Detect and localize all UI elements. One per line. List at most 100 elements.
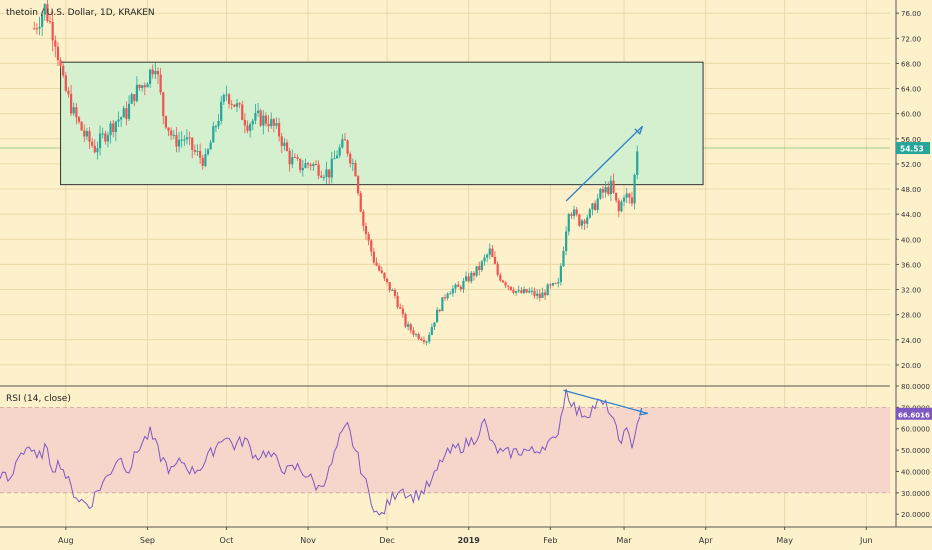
candle-body bbox=[570, 214, 573, 216]
candle-body bbox=[628, 193, 631, 198]
candle-body bbox=[346, 140, 349, 154]
candle-body bbox=[388, 282, 391, 291]
candle-body bbox=[51, 21, 54, 41]
candle-body bbox=[459, 286, 462, 290]
rsi-tick-label: 40.0000 bbox=[901, 468, 930, 476]
candle-body bbox=[278, 122, 281, 137]
candle-body bbox=[433, 322, 436, 328]
candle-body bbox=[206, 149, 210, 155]
candles[interactable] bbox=[33, 0, 639, 346]
candle-body bbox=[335, 155, 339, 159]
trendline-arrowhead bbox=[634, 126, 644, 135]
candle-body bbox=[575, 209, 578, 215]
candle-body bbox=[254, 112, 257, 121]
last-price-badge bbox=[896, 142, 930, 155]
candle-body bbox=[133, 94, 136, 102]
candle-body bbox=[567, 214, 570, 232]
candle-body bbox=[467, 276, 470, 282]
candle-body bbox=[93, 145, 96, 153]
candle-body bbox=[230, 103, 233, 105]
candle-body bbox=[604, 187, 607, 193]
date-tick-label: Oct bbox=[220, 536, 234, 545]
candle-body bbox=[243, 119, 246, 126]
candle-body bbox=[104, 133, 107, 142]
candle-body bbox=[396, 295, 399, 308]
candle-body bbox=[67, 90, 70, 95]
candle-body bbox=[354, 162, 357, 177]
candle-body bbox=[122, 108, 125, 118]
candle-body bbox=[367, 234, 370, 241]
candle-body bbox=[454, 284, 457, 289]
candle-body bbox=[462, 280, 465, 290]
candle-body bbox=[62, 65, 65, 76]
candle-body bbox=[399, 307, 402, 309]
candle-body bbox=[472, 272, 476, 276]
rsi-tick-label: 50.0000 bbox=[901, 447, 930, 455]
price-trendline bbox=[565, 125, 644, 202]
candle-body bbox=[636, 151, 639, 175]
candle-body bbox=[351, 162, 354, 164]
candle-body bbox=[135, 84, 139, 102]
candle-body bbox=[48, 21, 52, 23]
candle-body bbox=[177, 139, 181, 147]
candle-body bbox=[109, 123, 112, 136]
candle-body bbox=[246, 125, 249, 131]
candle-body bbox=[520, 290, 523, 293]
candle-body bbox=[154, 71, 157, 75]
candle-body bbox=[430, 327, 433, 335]
candle-body bbox=[172, 134, 175, 136]
date-tick-label: Dec bbox=[379, 536, 394, 545]
price-tick-label: 76.00 bbox=[901, 10, 921, 18]
candle-body bbox=[217, 121, 220, 127]
candle-body bbox=[41, 14, 44, 27]
date-tick-label: Sep bbox=[140, 536, 155, 545]
candle-body bbox=[383, 272, 386, 279]
candle-body bbox=[557, 281, 560, 284]
candle-body bbox=[412, 330, 415, 335]
date-tick-label: Apr bbox=[699, 536, 714, 545]
candle-body bbox=[593, 203, 597, 210]
candle-body bbox=[407, 324, 410, 327]
candle-body bbox=[562, 250, 565, 267]
candle-body bbox=[249, 124, 252, 131]
candle-body bbox=[330, 158, 333, 178]
candle-body bbox=[220, 101, 223, 122]
candle-body bbox=[235, 103, 239, 107]
candle-body bbox=[106, 135, 110, 142]
candle-body bbox=[530, 290, 533, 292]
candle-body bbox=[80, 121, 83, 131]
candle-body bbox=[193, 149, 196, 152]
date-tick-label: 2019 bbox=[458, 536, 481, 545]
candle-body bbox=[483, 257, 486, 262]
price-tick-label: 44.00 bbox=[901, 211, 921, 219]
candle-body bbox=[333, 158, 336, 160]
price-tick-label: 28.00 bbox=[901, 312, 921, 320]
price-tick-label: 48.00 bbox=[901, 186, 921, 194]
candle-body bbox=[159, 74, 162, 93]
candle-body bbox=[241, 104, 244, 120]
candle-body bbox=[615, 192, 618, 201]
range-box bbox=[60, 61, 704, 186]
candle-body bbox=[578, 214, 581, 226]
candle-body bbox=[538, 293, 541, 298]
candle-body bbox=[75, 107, 78, 118]
candle-body bbox=[509, 286, 512, 291]
price-tick-label: 24.00 bbox=[901, 337, 921, 345]
candle-body bbox=[478, 266, 481, 271]
candle-body bbox=[296, 157, 299, 159]
candle-body bbox=[612, 180, 615, 193]
candle-body bbox=[56, 46, 60, 61]
candle-body bbox=[148, 69, 152, 84]
candle-body bbox=[449, 293, 452, 295]
candle-body bbox=[514, 291, 518, 293]
candle-body bbox=[517, 290, 520, 292]
candle-body bbox=[441, 297, 444, 312]
candle-body bbox=[283, 142, 286, 146]
candle-body bbox=[146, 83, 149, 88]
candle-body bbox=[401, 308, 404, 314]
rsi-tick-label: 30.0000 bbox=[901, 490, 930, 498]
price-tick-label: 60.00 bbox=[901, 111, 921, 119]
rsi-panel[interactable] bbox=[0, 385, 890, 516]
candle-body bbox=[280, 136, 283, 146]
